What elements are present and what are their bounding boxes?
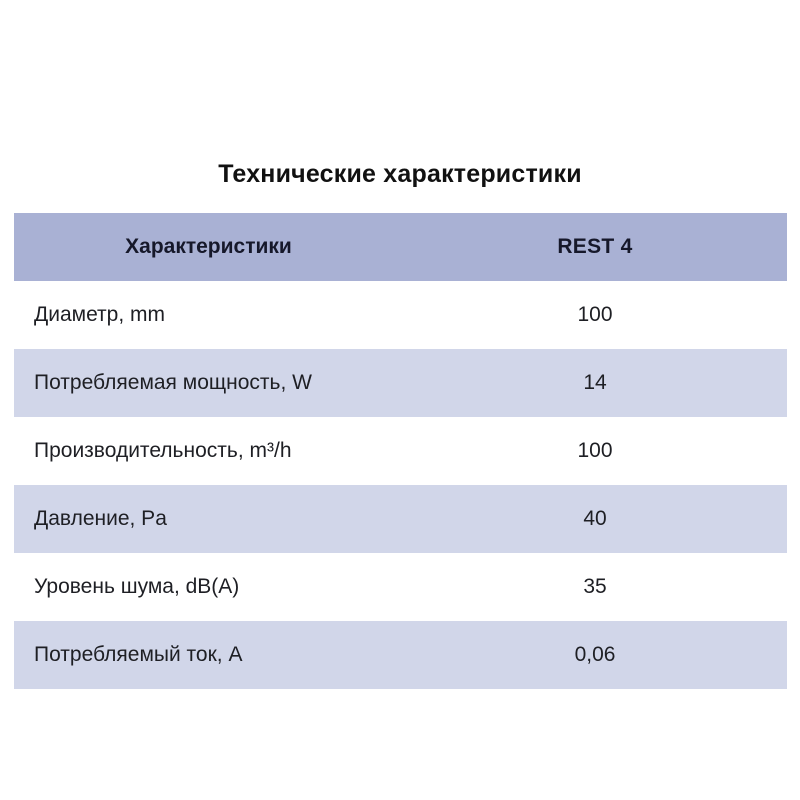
table-row-noise-level: Уровень шума, dB(A) 35 — [14, 553, 787, 621]
table-row-capacity: Производительность, m³/h 100 — [14, 417, 787, 485]
row-label: Потребляемый ток, А — [34, 643, 243, 666]
row-label: Потребляемая мощность, W — [34, 371, 312, 394]
row-label: Давление, Pa — [34, 507, 167, 530]
row-value: 35 — [583, 575, 607, 598]
row-value: 100 — [577, 303, 613, 326]
table-row-pressure: Давление, Pa 40 — [14, 485, 787, 553]
page-title: Технические характеристики — [218, 160, 582, 188]
table-row-current: Потребляемый ток, А 0,06 — [14, 621, 787, 689]
row-value: 14 — [583, 371, 607, 394]
column-header-characteristics: Характеристики — [125, 235, 292, 258]
table-header-row: Характеристики REST 4 — [14, 213, 787, 281]
row-value: 0,06 — [574, 643, 616, 666]
row-value: 40 — [583, 507, 607, 530]
spec-table: Характеристики REST 4 Диаметр, mm 100 По… — [14, 213, 787, 689]
row-label: Диаметр, mm — [34, 303, 166, 326]
row-label: Производительность, m³/h — [34, 439, 292, 462]
column-header-model: REST 4 — [557, 235, 633, 258]
table-row-power: Потребляемая мощность, W 14 — [14, 349, 787, 417]
row-value: 100 — [577, 439, 613, 462]
row-label: Уровень шума, dB(A) — [34, 575, 240, 598]
table-row-diameter: Диаметр, mm 100 — [14, 281, 787, 349]
